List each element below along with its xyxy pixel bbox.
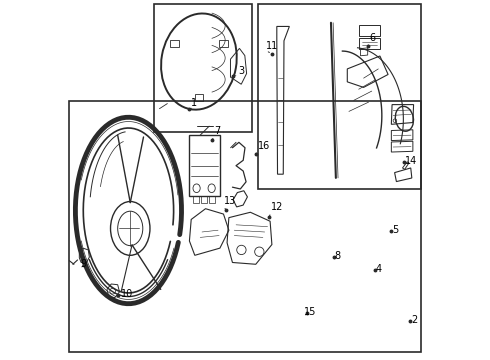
Text: 2: 2 bbox=[411, 315, 417, 324]
Text: 4: 4 bbox=[375, 264, 382, 274]
Bar bbox=[69, 101, 421, 352]
Text: 9: 9 bbox=[80, 259, 86, 269]
Text: 14: 14 bbox=[405, 156, 417, 166]
Text: 15: 15 bbox=[304, 307, 316, 317]
Text: 7: 7 bbox=[215, 126, 221, 136]
Text: 10: 10 bbox=[122, 289, 134, 299]
Text: 16: 16 bbox=[258, 141, 270, 150]
Text: 3: 3 bbox=[239, 66, 245, 76]
Bar bbox=[153, 4, 252, 132]
Text: 5: 5 bbox=[392, 225, 398, 235]
Text: 1: 1 bbox=[191, 98, 197, 108]
Text: 8: 8 bbox=[335, 251, 341, 261]
Text: 6: 6 bbox=[370, 33, 376, 42]
Text: 11: 11 bbox=[266, 41, 278, 50]
Bar bbox=[258, 4, 421, 189]
Text: 13: 13 bbox=[223, 196, 236, 206]
Text: 12: 12 bbox=[271, 202, 283, 212]
